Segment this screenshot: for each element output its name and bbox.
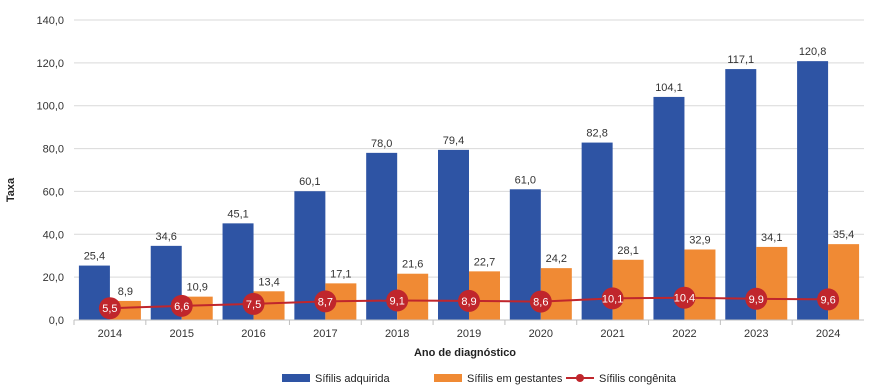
congenital-point bbox=[673, 286, 696, 309]
legend-marker bbox=[576, 374, 584, 382]
x-axis-title: Ano de diagnóstico bbox=[414, 347, 516, 359]
congenital-point bbox=[601, 287, 624, 310]
bar-data-label: 78,0 bbox=[371, 138, 392, 150]
congenital-point-label: 8,7 bbox=[318, 296, 333, 308]
congenital-point bbox=[314, 290, 337, 313]
bar-data-label: 34,1 bbox=[761, 232, 782, 244]
congenital-point bbox=[242, 292, 265, 315]
x-tick-label: 2020 bbox=[529, 328, 553, 340]
y-tick-label: 140,0 bbox=[36, 15, 64, 27]
legend-swatch bbox=[282, 374, 310, 382]
congenital-point bbox=[170, 294, 193, 317]
legend: Sífilis adquirida Sífilis em gestantes Síf… bbox=[282, 373, 677, 385]
bar-acquired bbox=[725, 69, 757, 320]
congenital-point-label: 9,1 bbox=[390, 296, 405, 308]
bar-data-label: 24,2 bbox=[546, 253, 567, 265]
legend-label: Sífilis adquirida bbox=[315, 373, 390, 385]
bar-acquired bbox=[653, 96, 685, 320]
bars: 25,4 8,9 34,6 10,9 45,1 13,4 60,1 17,1 78,0 21,6 7… bbox=[78, 46, 860, 321]
x-tick-label: 2021 bbox=[600, 328, 624, 340]
bar-data-label: 35,4 bbox=[833, 229, 854, 241]
legend-swatch bbox=[434, 374, 462, 382]
x-tick-label: 2017 bbox=[313, 328, 337, 340]
x-tick-label: 2018 bbox=[385, 328, 409, 340]
congenital-point-label: 7,5 bbox=[246, 299, 261, 311]
congenital-point bbox=[98, 297, 121, 320]
congenital-point-label: 6,6 bbox=[174, 301, 189, 313]
congenital-point bbox=[386, 289, 409, 312]
bar-data-label: 21,6 bbox=[402, 259, 423, 271]
congenital-point-label: 10,1 bbox=[602, 293, 623, 305]
bar-data-label: 34,6 bbox=[156, 231, 177, 243]
x-tick-label: 2014 bbox=[98, 328, 122, 340]
bar-data-label: 17,1 bbox=[330, 268, 351, 280]
y-tick-label: 60,0 bbox=[43, 186, 64, 198]
y-axis-title: Taxa bbox=[5, 177, 17, 202]
congenital-point-label: 10,4 bbox=[674, 293, 695, 305]
x-tick-label: 2016 bbox=[241, 328, 265, 340]
bar-data-label: 79,4 bbox=[443, 135, 464, 147]
y-tick-label: 0,0 bbox=[49, 315, 64, 327]
bar-data-label: 82,8 bbox=[586, 128, 607, 140]
y-tick-label: 100,0 bbox=[36, 101, 64, 113]
bar-pregnant bbox=[684, 249, 716, 320]
bar-data-label: 10,9 bbox=[187, 282, 208, 294]
legend-label: Sífilis congênita bbox=[599, 373, 677, 385]
x-tick-label: 2015 bbox=[169, 328, 193, 340]
congenital-point-label: 8,9 bbox=[461, 296, 476, 308]
bar-data-label: 45,1 bbox=[227, 208, 248, 220]
bar-data-label: 117,1 bbox=[727, 54, 754, 66]
y-tick-label: 40,0 bbox=[43, 229, 64, 241]
x-tick-label: 2022 bbox=[672, 328, 696, 340]
y-tick-label: 20,0 bbox=[43, 272, 64, 284]
bar-data-label: 120,8 bbox=[799, 46, 827, 58]
congenital-point-label: 9,9 bbox=[749, 294, 764, 306]
bar-data-label: 60,1 bbox=[299, 176, 320, 188]
x-tick-label: 2023 bbox=[744, 328, 768, 340]
congenital-point-label: 9,6 bbox=[820, 294, 835, 306]
y-tick-label: 120,0 bbox=[36, 58, 64, 70]
legend-label: Sífilis em gestantes bbox=[467, 373, 563, 385]
congenital-point-label: 8,6 bbox=[533, 297, 548, 309]
bar-data-label: 22,7 bbox=[474, 256, 495, 268]
congenital-point bbox=[529, 290, 552, 313]
bar-pregnant bbox=[756, 246, 788, 320]
bar-acquired bbox=[797, 61, 829, 321]
x-tick-label: 2019 bbox=[457, 328, 481, 340]
bar-data-label: 13,4 bbox=[258, 276, 279, 288]
x-axis-ticks: 2014 2015 2016 2017 2018 2019 2020 2021 2022 2023… bbox=[73, 320, 840, 340]
bar-data-label: 104,1 bbox=[655, 82, 683, 94]
y-axis-ticks: 0,0 20,0 40,0 60,0 80,0 100,0 120,0 140,0 bbox=[36, 15, 64, 327]
bar-data-label: 25,4 bbox=[84, 251, 105, 263]
y-tick-label: 80,0 bbox=[43, 144, 64, 156]
x-tick-label: 2024 bbox=[816, 328, 840, 340]
congenital-point bbox=[817, 288, 840, 311]
bar-data-label: 61,0 bbox=[515, 174, 536, 186]
bar-data-label: 8,9 bbox=[118, 286, 133, 298]
congenital-point bbox=[745, 287, 768, 310]
congenital-point-label: 5,5 bbox=[102, 303, 117, 315]
congenital-point bbox=[458, 289, 480, 312]
bar-data-label: 28,1 bbox=[617, 245, 638, 257]
bar-data-label: 32,9 bbox=[689, 235, 710, 247]
congenital-line: 5,5 6,6 7,5 8,7 9,1 8,9 8,6 10,1 10,4 9,9 9,6 bbox=[98, 286, 840, 320]
